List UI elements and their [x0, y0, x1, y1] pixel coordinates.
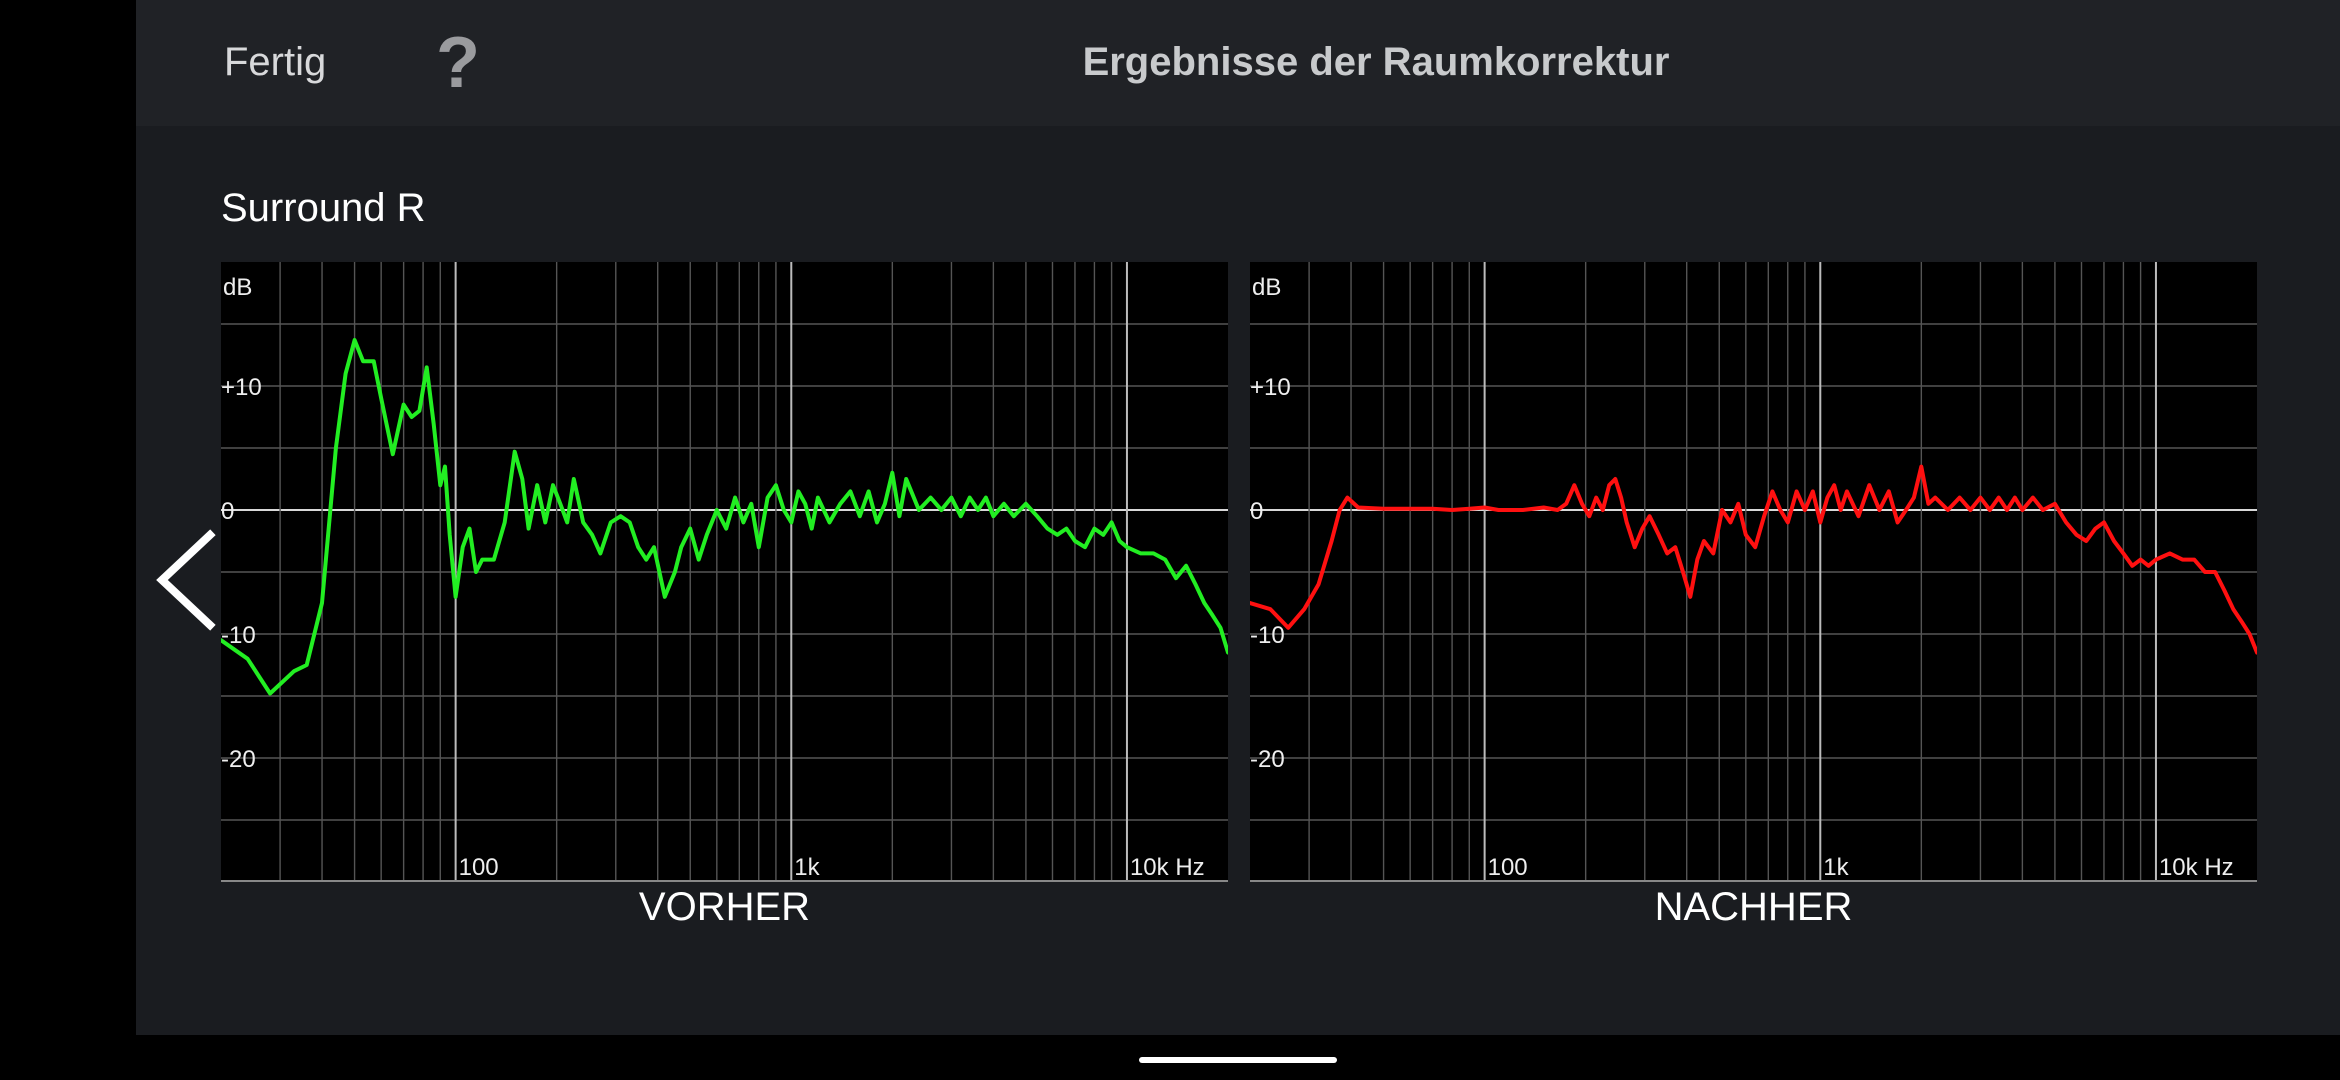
- chart-before: dB +10 0 -10 -20 100 1k 10k Hz: [221, 262, 1228, 887]
- y-axis-label: dB: [1252, 274, 1281, 301]
- chart-before-caption: VORHER: [638, 885, 811, 929]
- screen: Fertig ? Ergebnisse der Raumkorrektur Su…: [136, 0, 2340, 1035]
- y-tick-label: 0: [221, 498, 234, 525]
- chart-after: dB +10 0 -10 -20 100 1k 10k Hz: [1250, 262, 2257, 887]
- home-indicator[interactable]: [1139, 1057, 1337, 1063]
- chart-after-svg: dB +10 0 -10 -20 100 1k 10k Hz: [1250, 262, 2257, 882]
- x-tick-label: 100: [459, 854, 499, 881]
- y-tick-label: 0: [1250, 498, 1263, 525]
- y-tick-label: +10: [1250, 374, 1291, 401]
- page-title: Ergebnisse der Raumkorrektur: [1082, 40, 1670, 84]
- x-tick-label: 1k: [1823, 854, 1849, 881]
- y-axis-label: dB: [223, 274, 252, 301]
- frequency-response-line: [221, 338, 1228, 696]
- y-tick-label: +10: [221, 374, 262, 401]
- y-tick-label: -10: [1250, 622, 1285, 649]
- question-mark-icon[interactable]: ?: [436, 23, 480, 103]
- top-bar: Fertig ? Ergebnisse der Raumkorrektur: [136, 0, 2340, 126]
- chart-after-caption: NACHHER: [1654, 885, 1853, 929]
- y-tick-label: -20: [1250, 746, 1285, 773]
- done-button[interactable]: Fertig: [224, 40, 327, 84]
- y-tick-label: -20: [221, 746, 256, 773]
- x-tick-label: 10k Hz: [2159, 854, 2234, 881]
- x-tick-label: 100: [1488, 854, 1528, 881]
- x-tick-label: 10k Hz: [1130, 854, 1205, 881]
- x-tick-label: 1k: [794, 854, 820, 881]
- chevron-left-icon: [156, 529, 216, 631]
- channel-name: Surround R: [221, 186, 426, 230]
- back-button[interactable]: [148, 525, 238, 635]
- frequency-response-line: [1250, 464, 2257, 655]
